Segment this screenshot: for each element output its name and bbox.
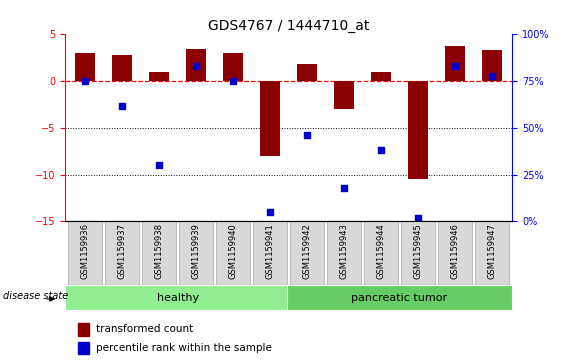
Point	[488, 73, 497, 78]
Point	[339, 185, 348, 191]
Bar	[482, 50, 502, 81]
Point	[229, 78, 238, 84]
Bar	[445, 46, 465, 81]
FancyBboxPatch shape	[216, 221, 250, 285]
FancyBboxPatch shape	[290, 221, 324, 285]
Bar	[75, 53, 95, 81]
Bar	[223, 53, 243, 81]
Bar	[408, 81, 428, 179]
Text: pancreatic tumor: pancreatic tumor	[351, 293, 448, 303]
Text: disease state: disease state	[3, 291, 69, 301]
Bar	[297, 64, 317, 81]
FancyBboxPatch shape	[179, 221, 213, 285]
Text: GSM1159938: GSM1159938	[155, 223, 164, 280]
Text: GSM1159944: GSM1159944	[377, 223, 386, 279]
Bar	[112, 55, 132, 81]
Point	[155, 163, 164, 168]
FancyBboxPatch shape	[364, 221, 398, 285]
FancyBboxPatch shape	[438, 221, 472, 285]
Text: GSM1159945: GSM1159945	[413, 223, 422, 279]
Bar	[186, 49, 206, 81]
Title: GDS4767 / 1444710_at: GDS4767 / 1444710_at	[208, 20, 369, 33]
Bar	[78, 323, 90, 335]
Point	[81, 78, 90, 84]
Point	[118, 103, 127, 109]
Text: percentile rank within the sample: percentile rank within the sample	[96, 343, 272, 353]
Text: GSM1159947: GSM1159947	[488, 223, 497, 279]
FancyBboxPatch shape	[105, 221, 139, 285]
Point	[450, 64, 459, 69]
FancyBboxPatch shape	[68, 221, 102, 285]
Text: GSM1159939: GSM1159939	[191, 223, 200, 279]
Text: transformed count: transformed count	[96, 324, 193, 334]
Text: GSM1159941: GSM1159941	[266, 223, 275, 279]
Point	[413, 215, 422, 221]
Point	[377, 147, 386, 153]
Text: GSM1159940: GSM1159940	[229, 223, 238, 279]
FancyBboxPatch shape	[327, 221, 361, 285]
FancyBboxPatch shape	[65, 285, 291, 310]
FancyBboxPatch shape	[253, 221, 287, 285]
FancyBboxPatch shape	[287, 285, 512, 310]
FancyBboxPatch shape	[142, 221, 176, 285]
Text: GSM1159937: GSM1159937	[118, 223, 127, 280]
Bar	[78, 342, 90, 354]
Text: GSM1159942: GSM1159942	[302, 223, 311, 279]
Point	[191, 64, 200, 69]
Text: GSM1159936: GSM1159936	[81, 223, 90, 280]
Bar	[334, 81, 354, 109]
Bar	[149, 72, 169, 81]
Point	[302, 132, 311, 138]
FancyBboxPatch shape	[475, 221, 509, 285]
Bar	[371, 72, 391, 81]
Text: healthy: healthy	[157, 293, 199, 303]
Point	[266, 209, 275, 215]
Bar	[260, 81, 280, 156]
Text: GSM1159943: GSM1159943	[339, 223, 348, 279]
Text: GSM1159946: GSM1159946	[450, 223, 459, 279]
FancyBboxPatch shape	[401, 221, 435, 285]
